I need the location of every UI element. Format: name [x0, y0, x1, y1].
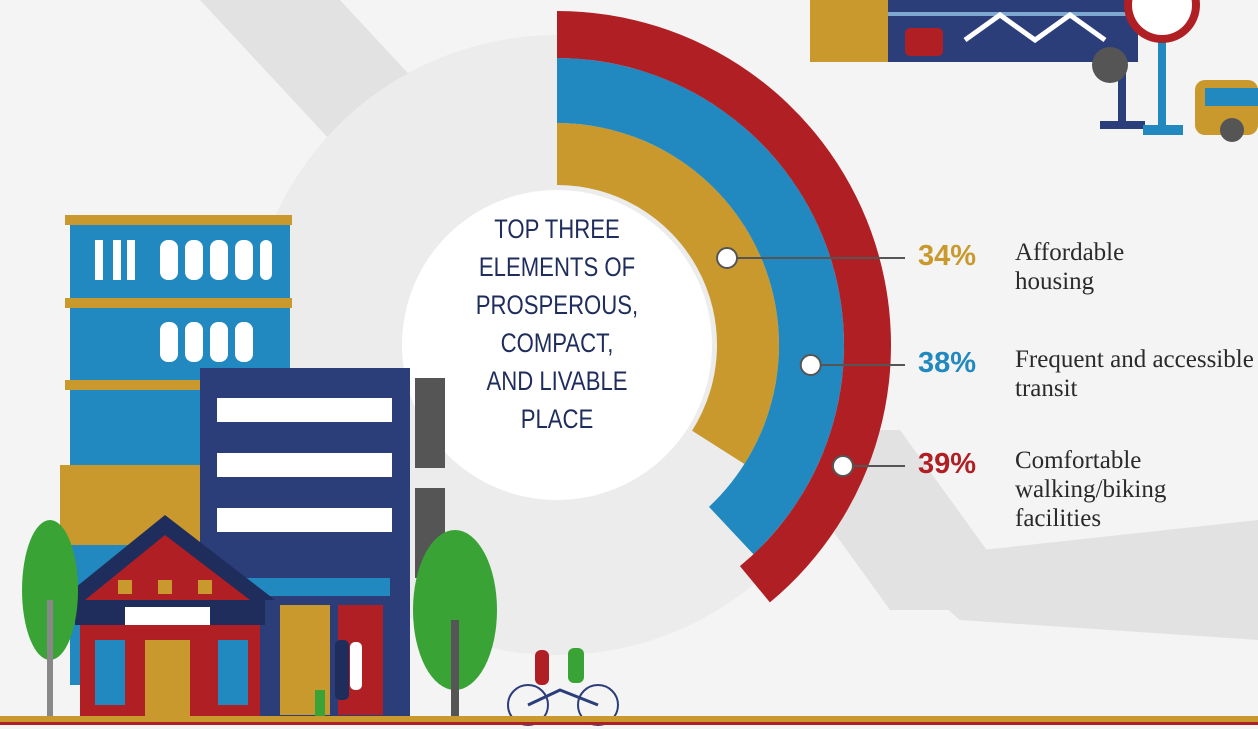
category-label: Frequent and accessible transit [1015, 346, 1254, 402]
leader-dot [831, 455, 854, 477]
road [890, 520, 1258, 640]
value-label: 34% [918, 240, 977, 272]
leader-dot [799, 354, 822, 376]
ground-line [0, 722, 1258, 725]
center-circle [402, 190, 712, 500]
leader-dot [716, 247, 739, 269]
ground-line [0, 716, 1258, 722]
value-label: 38% [918, 347, 977, 379]
value-label: 39% [918, 448, 977, 480]
arc-bar [557, 58, 844, 555]
category-label: Comfortable walking/biking facilities [1015, 447, 1167, 532]
city-illustration [22, 215, 619, 726]
arc-bar [557, 123, 779, 464]
chart-title: TOP THREE ELEMENTS OF PROSPEROUS, COMPAC… [475, 214, 639, 434]
category-label: Affordable housing [1015, 239, 1125, 295]
parking-illustration [810, 0, 1258, 142]
arc-bar [557, 11, 892, 603]
